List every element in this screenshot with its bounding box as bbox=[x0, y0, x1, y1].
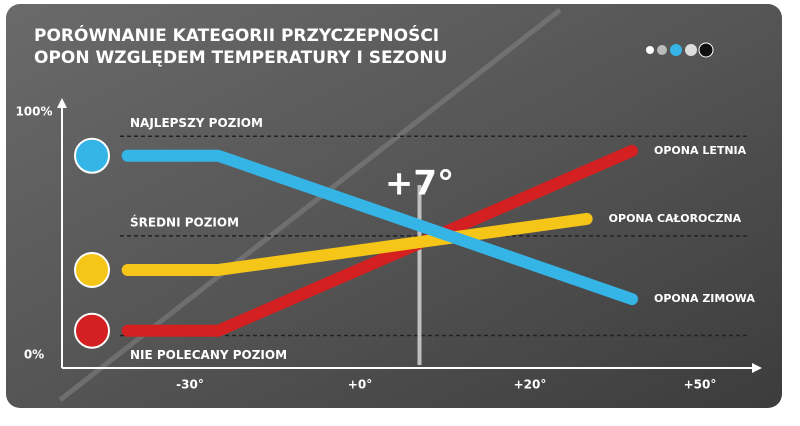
level-label: NAJLEPSZY POZIOM bbox=[130, 116, 263, 130]
series-line bbox=[121, 149, 638, 306]
x-tick-label: -30° bbox=[176, 378, 204, 392]
background bbox=[6, 4, 782, 408]
y-tick-label: 100% bbox=[15, 105, 52, 119]
series-line bbox=[121, 144, 638, 337]
level-label: ŚREDNI POZIOM bbox=[130, 214, 239, 229]
x-tick-label: +0° bbox=[348, 378, 372, 392]
level-label: NIE POLECANY POZIOM bbox=[130, 348, 287, 362]
series-label: OPONA CAŁOROCZNA bbox=[609, 212, 742, 225]
y-tick-label: 0% bbox=[24, 348, 44, 362]
series-label: OPONA LETNIA bbox=[654, 144, 747, 157]
x-axis-arrow bbox=[752, 363, 762, 373]
title-line: OPON WZGLĘDEM TEMPERATURY I SEZONU bbox=[34, 48, 447, 68]
x-tick-label: +50° bbox=[684, 378, 717, 392]
x-tick-label: +20° bbox=[514, 378, 547, 392]
marker-label: +7° bbox=[385, 164, 454, 204]
y-axis-arrow bbox=[57, 98, 67, 108]
series-icon bbox=[74, 312, 110, 349]
logo bbox=[646, 42, 714, 58]
series-icon bbox=[74, 137, 110, 174]
series-label: OPONA ZIMOWA bbox=[654, 292, 755, 305]
title-line: PORÓWNANIE KATEGORII PRZYCZEPNOŚCI bbox=[34, 24, 439, 46]
series-icon bbox=[74, 251, 110, 288]
